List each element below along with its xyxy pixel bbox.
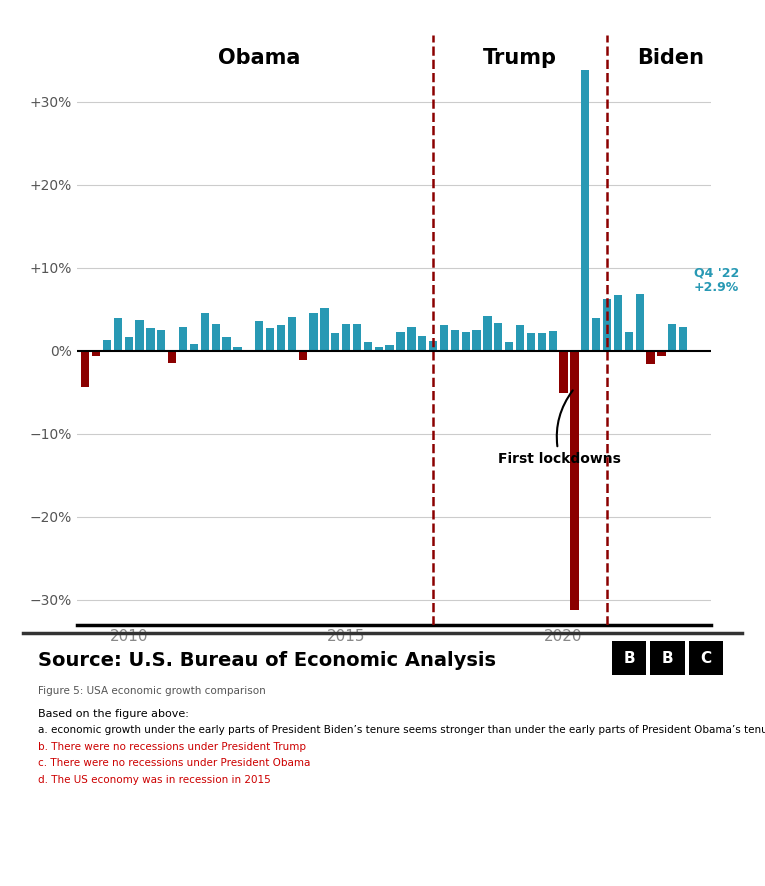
Bar <box>461 331 470 351</box>
Text: C: C <box>700 651 711 665</box>
Bar <box>179 327 187 351</box>
Bar <box>527 333 535 351</box>
Bar <box>538 333 546 351</box>
Bar <box>440 325 448 351</box>
Bar <box>559 351 568 393</box>
Bar <box>200 313 209 351</box>
Bar <box>679 327 687 351</box>
Text: d. The US economy was in recession in 2015: d. The US economy was in recession in 20… <box>38 775 271 785</box>
Bar <box>288 317 296 351</box>
Bar <box>157 330 165 351</box>
Text: B: B <box>662 651 673 665</box>
Bar <box>571 351 578 610</box>
Text: Source: U.S. Bureau of Economic Analysis: Source: U.S. Bureau of Economic Analysis <box>38 651 496 670</box>
Bar <box>429 341 438 351</box>
Bar <box>636 293 644 351</box>
Bar <box>657 351 666 356</box>
Bar <box>646 351 655 364</box>
Bar <box>103 340 111 351</box>
Bar <box>625 331 633 351</box>
Bar <box>386 345 394 351</box>
Bar <box>375 347 383 351</box>
Bar <box>309 313 317 351</box>
Text: a. economic growth under the early parts of President Biden’s tenure seems stron: a. economic growth under the early parts… <box>38 725 765 734</box>
Bar <box>603 299 611 351</box>
Text: c. There were no recessions under President Obama: c. There were no recessions under Presid… <box>38 758 311 768</box>
Bar <box>114 318 122 351</box>
Text: B: B <box>623 651 635 665</box>
Bar <box>516 325 524 351</box>
Text: Biden: Biden <box>637 48 705 68</box>
Bar <box>212 324 220 351</box>
Bar <box>342 324 350 351</box>
Bar <box>321 307 328 351</box>
Bar <box>81 351 90 387</box>
Bar <box>277 325 285 351</box>
Text: Trump: Trump <box>483 48 557 68</box>
Bar <box>592 317 601 351</box>
Bar <box>483 316 492 351</box>
Bar <box>353 324 361 351</box>
Text: First lockdowns: First lockdowns <box>498 391 621 466</box>
Text: Obama: Obama <box>218 48 301 68</box>
Bar <box>549 330 557 351</box>
Text: b. There were no recessions under President Trump: b. There were no recessions under Presid… <box>38 742 306 751</box>
Bar <box>494 323 503 351</box>
Bar <box>298 351 307 360</box>
Bar <box>135 320 144 351</box>
Bar <box>255 321 263 351</box>
Bar <box>125 337 133 351</box>
Text: Based on the figure above:: Based on the figure above: <box>38 709 189 719</box>
Bar <box>266 329 274 351</box>
Bar <box>396 331 405 351</box>
Bar <box>223 337 231 351</box>
Bar <box>146 329 155 351</box>
Bar <box>190 344 198 351</box>
Bar <box>614 295 622 351</box>
Bar <box>473 330 480 351</box>
Bar <box>668 324 676 351</box>
Bar <box>418 336 426 351</box>
Bar <box>451 330 459 351</box>
Bar <box>168 351 176 363</box>
Bar <box>581 70 590 351</box>
Bar <box>233 346 242 351</box>
Text: Q4 '22
+2.9%: Q4 '22 +2.9% <box>694 267 739 294</box>
Bar <box>92 351 100 356</box>
Text: Figure 5: USA economic growth comparison: Figure 5: USA economic growth comparison <box>38 686 266 696</box>
Bar <box>407 327 415 351</box>
Bar <box>363 343 372 351</box>
Bar <box>505 342 513 351</box>
Bar <box>331 333 340 351</box>
